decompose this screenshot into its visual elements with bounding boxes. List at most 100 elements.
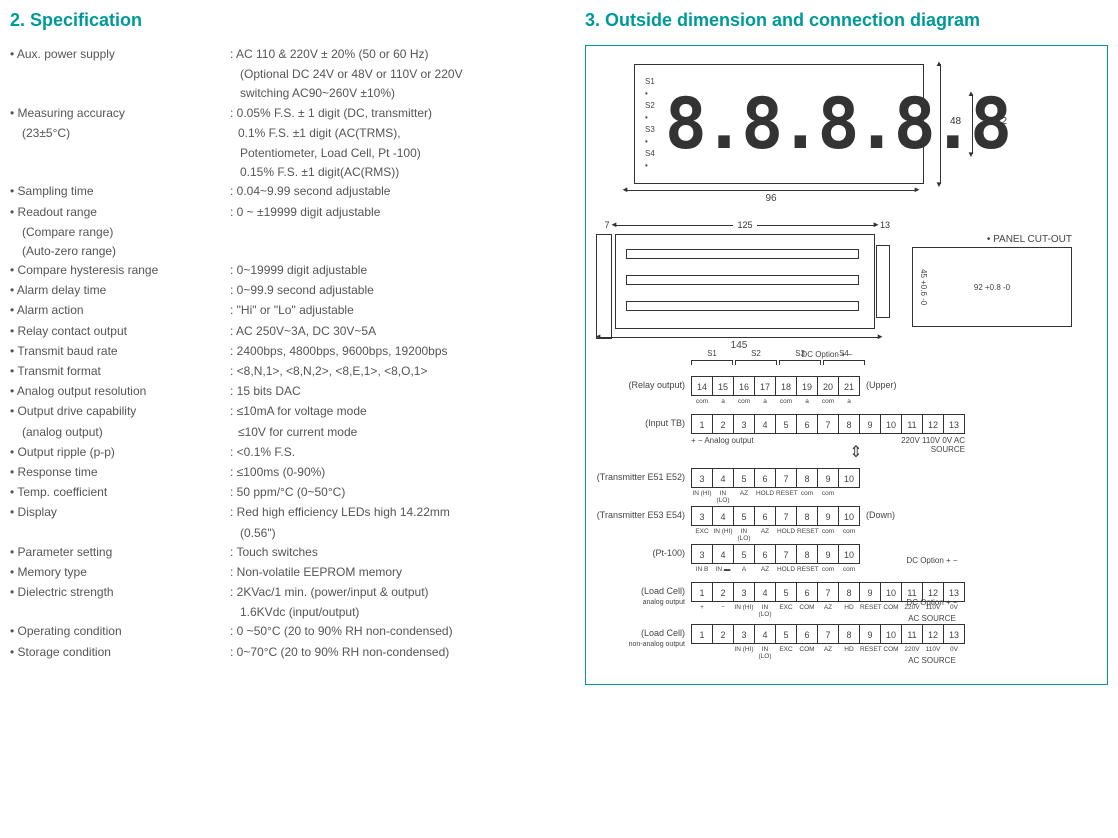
display-panel: S1 •S2 •S3 •S4 • 8.8.8.8.8: [634, 64, 924, 184]
terminal-cell: 9com: [817, 506, 839, 526]
terminal-cell: 4IN (LO): [754, 582, 776, 602]
terminal-cell: 6HOLD: [754, 468, 776, 488]
spec-value: Red high efficiency LEDs high 14.22mm: [230, 503, 565, 522]
spec-value: Touch switches: [230, 543, 565, 562]
terminal-cell: 16com: [733, 376, 755, 396]
terminal-cell: 9RESET: [859, 624, 881, 644]
spec-row: Analog output resolution15 bits DAC: [10, 382, 565, 401]
terminal-row: (Pt-100)3IN B4IN ▬5A6AZ7HOLD8RESET9com10…: [596, 544, 1097, 564]
terminal-cell: 9com: [817, 468, 839, 488]
terminal-cell: 3IN B: [691, 544, 713, 564]
spec-value: 15 bits DAC: [230, 382, 565, 401]
terminal-cell: 8RESET: [796, 506, 818, 526]
terminal-cell: 3EXC: [691, 506, 713, 526]
terminal-cell: 2−: [712, 582, 734, 602]
terminal-cell: 18com: [775, 376, 797, 396]
spec-value: 0~19999 digit adjustable: [230, 261, 565, 280]
spec-row: Aux. power supplyAC 110 & 220V ± 20% (50…: [10, 45, 565, 64]
spec-value: AC 250V~3A, DC 30V~5A: [230, 322, 565, 341]
terminal-cell: 1: [691, 414, 713, 434]
spec-label: Relay contact output: [10, 322, 230, 341]
terminal-cell: 10: [880, 414, 902, 434]
terminal-cell: 5IN (LO): [733, 506, 755, 526]
terminal-cell: 14com: [691, 376, 713, 396]
side-view-row: 7 125 13 145: [596, 234, 1097, 351]
terminal-cell: 5A: [733, 544, 755, 564]
updown-arrow-icon: ⇕: [846, 442, 866, 462]
panel-cutout: 92 +0.8 -0 45 +0.6 -0: [912, 247, 1072, 327]
terminal-cell: 6AZ: [754, 544, 776, 564]
spec-row: Relay contact outputAC 250V~3A, DC 30V~5…: [10, 322, 565, 341]
spec-row: Memory typeNon-volatile EEPROM memory: [10, 563, 565, 582]
terminal-cell: 7HOLD: [775, 544, 797, 564]
terminal-cell: 9com: [817, 544, 839, 564]
terminal-row: (Relay output)14com15a16com17a18com19a20…: [596, 376, 1097, 396]
spec-label: Dielectric strength: [10, 583, 230, 602]
spec-row: DisplayRed high efficiency LEDs high 14.…: [10, 503, 565, 522]
spec-row: Storage condition0~70°C (20 to 90% RH no…: [10, 643, 565, 662]
terminal-cell: 9: [859, 414, 881, 434]
terminal-cell: 4IN ▬: [712, 544, 734, 564]
terminal-cell: 5AZ: [733, 468, 755, 488]
terminal-cell: 5EXC: [775, 624, 797, 644]
spec-row: Measuring accuracy0.05% F.S. ± 1 digit (…: [10, 104, 565, 123]
terminal-cell: 3IN (HI): [733, 582, 755, 602]
terminal-diagram: (Relay output)14com15a16com17a18com19a20…: [596, 376, 1097, 648]
spec-label: Output ripple (p-p): [10, 443, 230, 462]
spec-label: Transmit baud rate: [10, 342, 230, 361]
terminal-cell: 6COM: [796, 582, 818, 602]
terminal-cell: 8com: [796, 468, 818, 488]
terminal-cell: 7AZ: [817, 624, 839, 644]
side-body: [615, 234, 875, 329]
spec-row: Response time≤100ms (0-90%): [10, 463, 565, 482]
spec-label: Response time: [10, 463, 230, 482]
terminal-cell: 6COM: [796, 624, 818, 644]
terminal-cell: 3IN (HI): [733, 624, 755, 644]
spec-row: Compare hysteresis range0~19999 digit ad…: [10, 261, 565, 280]
terminal-cell: 4: [754, 414, 776, 434]
terminal-cell: 8: [838, 414, 860, 434]
terminal-cell: 6: [796, 414, 818, 434]
spec-value: 2KVac/1 min. (power/input & output): [230, 583, 565, 602]
spec-row: Operating condition0 ~50°C (20 to 90% RH…: [10, 622, 565, 641]
terminal-cell: 7AZ: [817, 582, 839, 602]
spec-label: Alarm delay time: [10, 281, 230, 300]
terminal-cell: 7HOLD: [775, 506, 797, 526]
spec-value: 0~70°C (20 to 90% RH non-condensed): [230, 643, 565, 662]
spec-value: ≤100ms (0-90%): [230, 463, 565, 482]
spec-label: Storage condition: [10, 643, 230, 662]
spec-value: AC 110 & 220V ± 20% (50 or 60 Hz): [230, 45, 565, 64]
spec-label: Aux. power supply: [10, 45, 230, 64]
spec-value: <8,N,1>, <8,N,2>, <8,E,1>, <8,O,1>: [230, 362, 565, 381]
terminal-row: (Load Cell)non-analog output123IN (HI)4I…: [596, 624, 1097, 648]
spec-row: Output ripple (p-p)<0.1% F.S.: [10, 443, 565, 462]
spec-row: Parameter settingTouch switches: [10, 543, 565, 562]
spec-label: Alarm action: [10, 301, 230, 320]
front-panel-row: S1 •S2 •S3 •S4 • 8.8.8.8.8 48 14.22: [596, 64, 1097, 184]
terminal-cell: 15a: [712, 376, 734, 396]
terminal-cell: 4IN (LO): [712, 468, 734, 488]
spec-value: 0~99.9 second adjustable: [230, 281, 565, 300]
spec-value: <0.1% F.S.: [230, 443, 565, 462]
terminal-cell: 7RESET: [775, 468, 797, 488]
spec-value: "Hi" or "Lo" adjustable: [230, 301, 565, 320]
bezel: [596, 234, 612, 339]
terminal-cell: 1+: [691, 582, 713, 602]
spec-title: 2. Specification: [10, 10, 565, 31]
terminal-cell: 11220V: [901, 624, 923, 644]
diagram-title: 3. Outside dimension and connection diag…: [585, 10, 1108, 31]
spec-row: Alarm action"Hi" or "Lo" adjustable: [10, 301, 565, 320]
terminal-cell: 10com: [838, 544, 860, 564]
spec-value: 0.04~9.99 second adjustable: [230, 182, 565, 201]
terminal-cell: 10: [838, 468, 860, 488]
diagram-section: 3. Outside dimension and connection diag…: [585, 10, 1108, 685]
terminal-cell: 12: [922, 414, 944, 434]
terminal-cell: 13: [943, 414, 965, 434]
terminal-cell: 9RESET: [859, 582, 881, 602]
terminal-row: (Transmitter E51 E52)3IN (HI)4IN (LO)5AZ…: [596, 468, 1097, 488]
terminal-row: (Input TB)12345678910111213+ − Analog ou…: [596, 414, 1097, 434]
spec-label: Analog output resolution: [10, 382, 230, 401]
spec-label: Operating condition: [10, 622, 230, 641]
terminal-cell: 21a: [838, 376, 860, 396]
terminal-cell: 2: [712, 414, 734, 434]
